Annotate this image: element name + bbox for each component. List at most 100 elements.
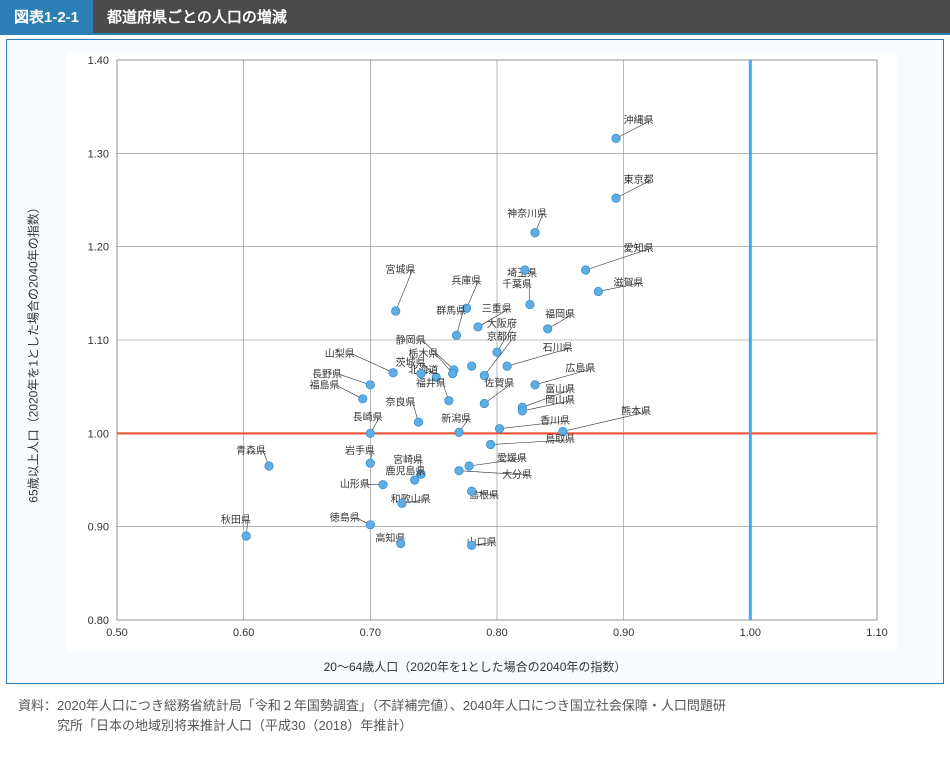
- scatter-plot: 0.50 0.60 0.70 0.80 0.90 1.00 1.10 0.80 0.90 1.00…: [67, 52, 897, 652]
- data-point: [518, 407, 526, 415]
- point-label: 石川県: [543, 342, 573, 354]
- data-point: [397, 539, 405, 547]
- point-label: 静岡県: [396, 334, 426, 347]
- point-label: 京都府: [487, 330, 517, 343]
- point-label: 岩手県: [345, 444, 375, 457]
- data-point: [417, 369, 425, 377]
- point-label: 青森県: [236, 444, 266, 457]
- data-point: [480, 399, 488, 407]
- point-label: 福井県: [416, 377, 446, 390]
- svg-text:0.80: 0.80: [486, 627, 507, 639]
- point-label: 神奈川県: [507, 207, 547, 220]
- svg-text:0.90: 0.90: [613, 627, 634, 639]
- data-point: [366, 459, 374, 467]
- data-point: [486, 440, 494, 448]
- figure-container: 図表1-2-1 都道府県ごとの人口の増減 65歳以上人口（2020年を1とした場…: [0, 0, 950, 774]
- data-point: [366, 381, 374, 389]
- point-label: 秋田県: [221, 513, 251, 526]
- data-point: [389, 368, 397, 376]
- data-point: [448, 369, 456, 377]
- data-point: [398, 499, 406, 507]
- point-label: 広島県: [565, 362, 595, 375]
- point-label: 新潟県: [441, 412, 471, 425]
- data-point: [526, 300, 534, 308]
- data-point: [467, 487, 475, 495]
- plot-wrapper: 65歳以上人口（2020年を1とした場合の2040年の指数） 0.500.600…: [67, 52, 925, 652]
- data-point: [467, 541, 475, 549]
- point-label: 東京都: [624, 173, 654, 186]
- source-line-1: 資料：2020年人口につき総務省統計局「令和２年国勢調査」（不詳補完値）、204…: [18, 696, 932, 716]
- data-point: [521, 266, 529, 274]
- point-label: 熊本県: [621, 405, 651, 418]
- data-point: [391, 307, 399, 315]
- point-label: 愛知県: [624, 241, 654, 254]
- point-label: 岡山県: [545, 394, 575, 406]
- data-point: [503, 362, 511, 370]
- point-label: 長崎県: [353, 410, 383, 423]
- data-point: [455, 466, 463, 474]
- data-point: [612, 134, 620, 142]
- svg-text:0.50: 0.50: [106, 627, 127, 639]
- data-point: [581, 266, 589, 274]
- data-point: [612, 194, 620, 202]
- point-label: 鳥取県: [545, 433, 575, 446]
- data-point: [379, 480, 387, 488]
- figure-number: 図表1-2-1: [0, 0, 93, 33]
- chart-panel: 65歳以上人口（2020年を1とした場合の2040年の指数） 0.500.600…: [6, 39, 944, 684]
- data-point: [594, 287, 602, 295]
- svg-text:1.40: 1.40: [88, 55, 109, 67]
- point-label: 滋賀県: [614, 276, 644, 289]
- point-label: 三重県: [482, 302, 512, 315]
- data-point: [265, 462, 273, 470]
- data-point: [455, 428, 463, 436]
- point-label: 長野県: [312, 368, 342, 380]
- data-point: [465, 462, 473, 470]
- data-point: [445, 396, 453, 404]
- point-label: 沖縄県: [624, 113, 654, 126]
- point-label: 奈良県: [386, 395, 416, 408]
- svg-text:0.80: 0.80: [88, 615, 109, 627]
- svg-text:1.10: 1.10: [866, 627, 887, 639]
- data-point: [543, 325, 551, 333]
- point-label: 福島県: [310, 379, 340, 392]
- svg-text:0.70: 0.70: [360, 627, 381, 639]
- svg-text:1.30: 1.30: [88, 148, 109, 160]
- data-point: [452, 331, 460, 339]
- point-label: 大分県: [502, 468, 532, 481]
- figure-title: 都道府県ごとの人口の増減: [93, 0, 950, 33]
- data-point: [414, 418, 422, 426]
- data-point: [242, 532, 250, 540]
- source-note: 資料：2020年人口につき総務省統計局「令和２年国勢調査」（不詳補完値）、204…: [0, 688, 950, 735]
- point-label: 富山県: [545, 382, 575, 395]
- data-point: [467, 362, 475, 370]
- y-axis-label: 65歳以上人口（2020年を1とした場合の2040年の指数）: [25, 201, 42, 502]
- data-point: [366, 521, 374, 529]
- point-label: 佐賀県: [484, 378, 514, 390]
- svg-text:1.20: 1.20: [88, 242, 109, 254]
- point-label: 徳島県: [330, 511, 360, 524]
- x-axis-label: 20～64歳人口（2020年を1とした場合の2040年の指数）: [25, 658, 925, 675]
- svg-text:0.60: 0.60: [233, 627, 254, 639]
- data-point: [474, 323, 482, 331]
- svg-text:1.10: 1.10: [88, 335, 109, 347]
- figure-header: 図表1-2-1 都道府県ごとの人口の増減: [0, 0, 950, 35]
- point-label: 宮崎県: [393, 453, 423, 466]
- point-label: 福岡県: [545, 308, 575, 321]
- data-point: [531, 381, 539, 389]
- svg-text:1.00: 1.00: [88, 428, 109, 440]
- data-point: [531, 228, 539, 236]
- point-label: 山形県: [340, 478, 370, 490]
- data-point: [366, 429, 374, 437]
- point-label: 大阪府: [487, 317, 517, 330]
- point-label: 和歌山県: [391, 492, 431, 505]
- point-label: 山梨県: [325, 347, 355, 360]
- point-label: 香川県: [540, 415, 570, 427]
- point-label: 千葉県: [502, 278, 532, 291]
- svg-text:0.90: 0.90: [88, 522, 109, 534]
- point-label: 群馬県: [436, 304, 466, 317]
- data-point: [495, 424, 503, 432]
- point-label: 愛媛県: [497, 451, 527, 464]
- point-label: 鹿児島県: [386, 464, 426, 477]
- source-line-2: 究所「日本の地域別将来推計人口（平成30（2018）年推計）: [18, 716, 932, 736]
- svg-text:1.00: 1.00: [740, 627, 761, 639]
